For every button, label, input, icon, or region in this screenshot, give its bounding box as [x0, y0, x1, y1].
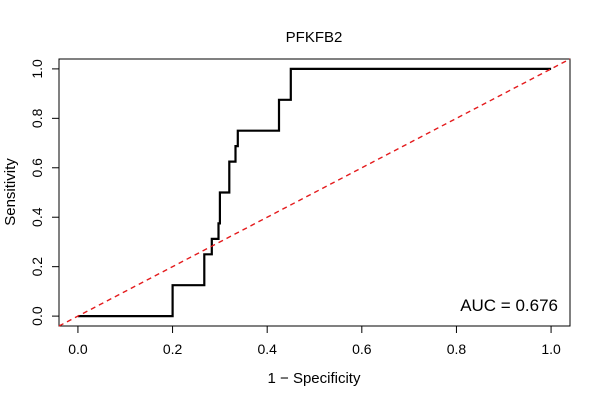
chart-title: PFKFB2: [286, 29, 343, 46]
y-tick-label: 0.6: [29, 158, 45, 178]
x-tick-label: 0.0: [68, 341, 88, 357]
x-tick-label: 0.8: [447, 341, 467, 357]
x-tick-label: 0.2: [163, 341, 183, 357]
y-tick-label: 1.0: [29, 59, 45, 79]
y-tick-label: 0.8: [29, 108, 45, 128]
x-tick-label: 0.4: [257, 341, 277, 357]
auc-annotation: AUC = 0.676: [460, 296, 558, 315]
x-axis-label: 1 − Specificity: [268, 370, 361, 387]
x-tick-label: 0.6: [352, 341, 372, 357]
y-tick-label: 0.0: [29, 306, 45, 326]
y-axis-label: Sensitivity: [2, 158, 19, 226]
x-tick-label: 1.0: [541, 341, 561, 357]
roc-curve-line: [77, 67, 552, 318]
plot-frame: [58, 58, 571, 327]
y-axis: 0.0 0.2 0.4 0.6 0.8 1.0: [29, 59, 59, 326]
y-tick-label: 0.2: [29, 257, 45, 277]
reference-diagonal-line: [58, 58, 571, 327]
x-axis: 0.0 0.2 0.4 0.6 0.8 1.0: [68, 326, 561, 357]
curves: [58, 58, 571, 327]
y-tick-label: 0.4: [29, 207, 45, 227]
